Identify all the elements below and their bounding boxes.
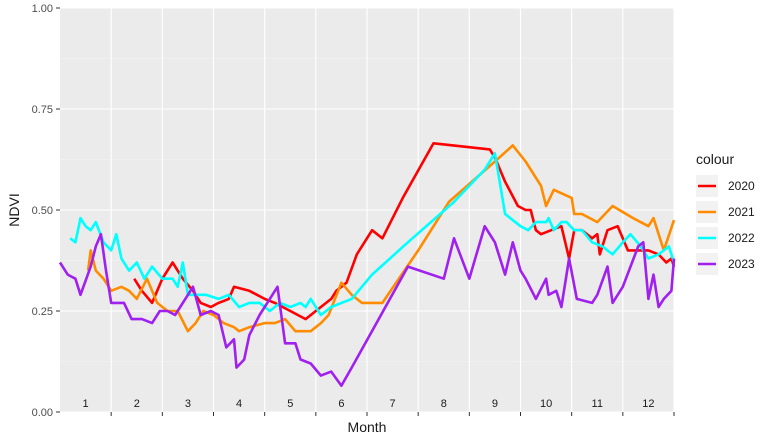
month-label: 12 <box>642 398 654 410</box>
month-label: 8 <box>441 398 447 410</box>
legend-label-2022: 2022 <box>728 231 755 245</box>
series-line-2021 <box>86 144 676 333</box>
gridlines <box>60 7 675 413</box>
legend-title: colour <box>696 151 734 167</box>
axes: 0.000.250.500.751.001 2 3 4 5 6 7 8 9 10 11 12 <box>32 3 675 419</box>
series-lines <box>58 142 676 387</box>
legend-label-2021: 2021 <box>728 205 755 219</box>
legend-label-2020: 2020 <box>728 179 755 193</box>
y-tick-label: 0.50 <box>32 205 53 217</box>
y-tick-label: 0.75 <box>32 104 53 116</box>
series-line-2022 <box>69 152 676 317</box>
month-label: 5 <box>287 398 293 410</box>
y-axis-title: NDVI <box>6 193 22 226</box>
month-label: 11 <box>592 398 603 410</box>
month-label: 2 <box>134 398 140 410</box>
legend-label-2023: 2023 <box>728 257 755 271</box>
series-line-2023 <box>58 224 676 387</box>
x-axis-title: Month <box>348 419 387 435</box>
month-label: 3 <box>185 398 191 410</box>
month-label: 6 <box>338 398 344 410</box>
y-tick-label: 0.25 <box>32 306 53 318</box>
y-tick-label: 1.00 <box>32 3 53 15</box>
month-label: 1 <box>83 398 89 410</box>
legend: colour 2020 2021 2022 2023 <box>696 151 755 275</box>
series-line-2020 <box>133 142 676 321</box>
month-label: 10 <box>540 398 552 410</box>
month-label: 4 <box>236 398 242 410</box>
month-label: 9 <box>492 398 498 410</box>
month-label: 7 <box>390 398 396 410</box>
y-tick-label: 0.00 <box>32 407 53 419</box>
